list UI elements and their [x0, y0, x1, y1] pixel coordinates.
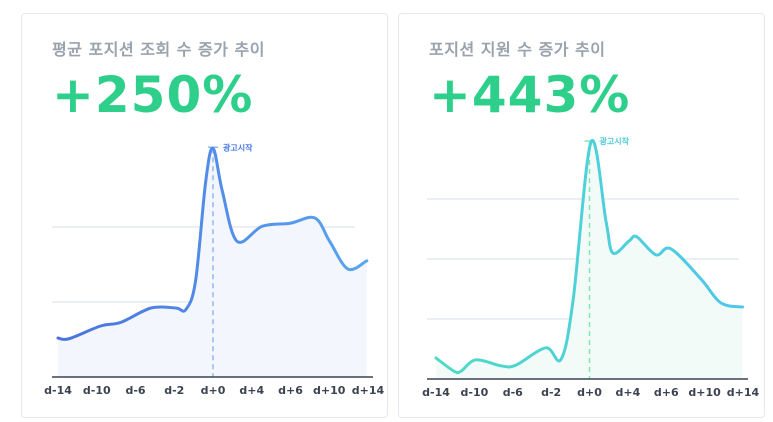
series-line [56, 146, 369, 341]
series-line [434, 138, 745, 375]
x-tick-label: d-14 [44, 384, 72, 397]
views-trend-card: 평균 포지션 조회 수 증가 추이 +250% 광고시작 d-14 d-10 d-6 d… [21, 13, 388, 418]
x-tick-label: d-10 [83, 384, 111, 397]
x-tick-label: d-10 [461, 386, 489, 399]
x-tick-label: d+6 [278, 384, 303, 397]
x-tick-label: d+14 [352, 384, 385, 397]
applications-trend-chart: 광고시작 d-14 d-10 d-6 d-2 d+0 d+4 d+6 d+10 d+14 [422, 136, 760, 399]
x-tick-label: d+10 [313, 384, 346, 397]
x-tick-label: d+4 [239, 384, 264, 397]
card-title: 포지션 지원 수 증가 추이 [429, 40, 606, 59]
x-tick-label: d+6 [654, 386, 679, 399]
ad-start-label: 광고시작 [600, 136, 630, 146]
x-tick-label: d-2 [541, 386, 561, 399]
x-tick-label: d+0 [577, 386, 602, 399]
views-trend-chart: 광고시작 d-14 d-10 d-6 d-2 d+0 d+4 d+6 d+10 d+14 [44, 142, 385, 397]
headline-value: +250% [52, 66, 254, 124]
headline-value: +443% [429, 66, 631, 124]
applications-trend-card: 포지션 지원 수 증가 추이 +443% 광고시작 d-14 d-10 d-6 d-2 d… [398, 13, 765, 418]
x-tick-label: d-6 [125, 384, 145, 397]
x-tick-label: d+10 [688, 386, 721, 399]
area-fill [58, 148, 367, 377]
x-tick-label: d+4 [616, 386, 641, 399]
x-tick-label: d-14 [422, 386, 450, 399]
x-tick-label: d+14 [727, 386, 760, 399]
ad-start-label: 광고시작 [223, 142, 253, 152]
x-tick-label: d-6 [503, 386, 523, 399]
card-title: 평균 포지션 조회 수 증가 추이 [52, 40, 265, 59]
x-tick-label: d+0 [201, 384, 226, 397]
x-tick-label: d-2 [164, 384, 184, 397]
